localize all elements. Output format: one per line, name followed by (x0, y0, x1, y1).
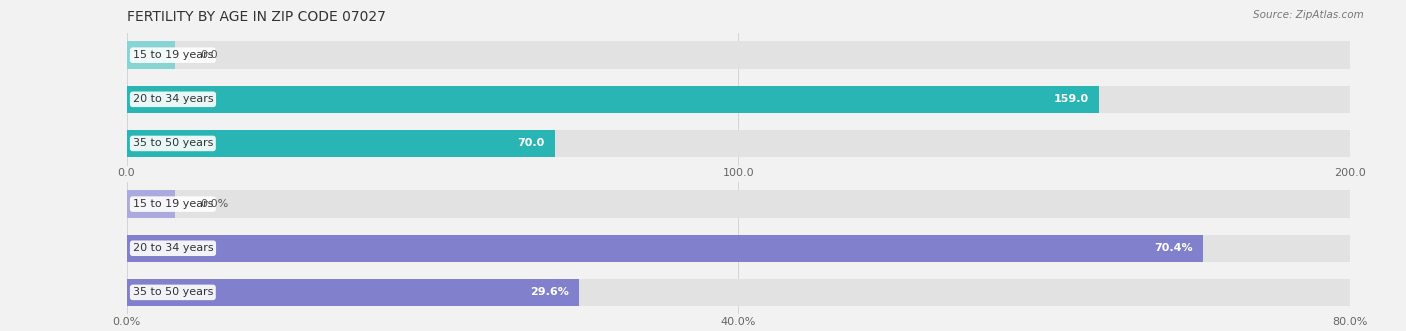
Text: 29.6%: 29.6% (530, 287, 569, 297)
Bar (127, 279, 579, 306)
Text: 20 to 34 years: 20 to 34 years (132, 243, 214, 253)
Text: 35 to 50 years: 35 to 50 years (132, 287, 214, 297)
Bar (127, 41, 1350, 69)
Text: 0.0%: 0.0% (200, 199, 228, 209)
Text: 35 to 50 years: 35 to 50 years (132, 138, 214, 148)
Text: 15 to 19 years: 15 to 19 years (132, 50, 214, 60)
Text: 15 to 19 years: 15 to 19 years (132, 199, 214, 209)
Bar (127, 130, 554, 157)
Text: 0.0: 0.0 (200, 50, 218, 60)
Bar (127, 86, 1350, 113)
Text: 70.0: 70.0 (517, 138, 546, 148)
Bar (127, 86, 1099, 113)
Text: FERTILITY BY AGE IN ZIP CODE 07027: FERTILITY BY AGE IN ZIP CODE 07027 (127, 10, 385, 24)
Bar (127, 279, 1350, 306)
Bar (127, 190, 1350, 218)
Bar (127, 235, 1204, 262)
Text: 70.4%: 70.4% (1154, 243, 1194, 253)
Text: Source: ZipAtlas.com: Source: ZipAtlas.com (1253, 10, 1364, 20)
Bar (127, 130, 1350, 157)
Text: 159.0: 159.0 (1054, 94, 1090, 104)
Bar (127, 235, 1350, 262)
Bar (127, 41, 176, 69)
Text: 20 to 34 years: 20 to 34 years (132, 94, 214, 104)
Bar (127, 190, 176, 218)
